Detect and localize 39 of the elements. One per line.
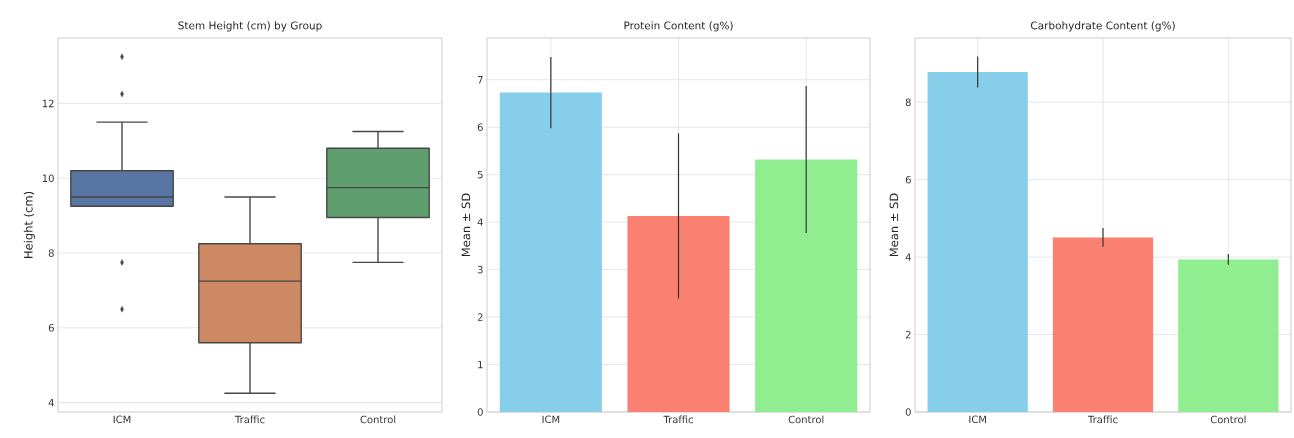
y-tick-label: 5 — [477, 170, 483, 179]
bar — [1178, 259, 1279, 412]
chart-title: Carbohydrate Content (g%) — [1030, 21, 1175, 32]
x-tick-label: Traffic — [663, 415, 693, 424]
x-tick-label: Traffic — [1087, 415, 1118, 424]
y-tick-label: 6 — [477, 123, 483, 131]
y-tick-label: 1 — [478, 360, 483, 369]
y-tick-label: 8 — [905, 98, 911, 107]
y-tick-label: 12 — [42, 99, 54, 108]
y-tick-label: 8 — [48, 249, 54, 257]
y-axis-title: Mean ± SD — [461, 193, 471, 257]
y-tick-label: 0 — [905, 408, 911, 416]
bar — [927, 72, 1028, 412]
y-tick-label: 2 — [477, 313, 483, 321]
x-tick-label: Control — [360, 415, 396, 424]
y-axis-title: Mean ± SD — [889, 193, 899, 257]
bar — [627, 215, 730, 412]
y-tick-label: 4 — [905, 253, 911, 261]
y-axis-title: Height (cm) — [23, 191, 35, 258]
x-tick-label: Control — [788, 415, 824, 424]
y-tick-label: 3 — [477, 265, 483, 274]
x-tick-label: ICM — [542, 415, 560, 424]
bar — [499, 92, 602, 412]
x-tick-label: Traffic — [234, 415, 265, 424]
y-tick-label: 7 — [477, 76, 483, 84]
x-tick-label: ICM — [113, 415, 131, 424]
chart-title: Stem Height (cm) by Group — [178, 21, 322, 32]
y-tick-label: 10 — [42, 174, 54, 183]
y-tick-label: 0 — [477, 408, 483, 416]
bar — [1052, 237, 1154, 412]
bar — [755, 159, 858, 412]
chart-title: Protein Content (g%) — [624, 21, 733, 32]
y-tick-label: 6 — [905, 175, 911, 184]
y-tick-label: 4 — [48, 398, 54, 407]
y-tick-label: 6 — [48, 324, 54, 332]
y-tick-label: 2 — [905, 330, 911, 339]
x-tick-label: ICM — [969, 415, 986, 424]
x-tick-label: Control — [1210, 415, 1246, 424]
y-tick-label: 4 — [477, 218, 483, 226]
